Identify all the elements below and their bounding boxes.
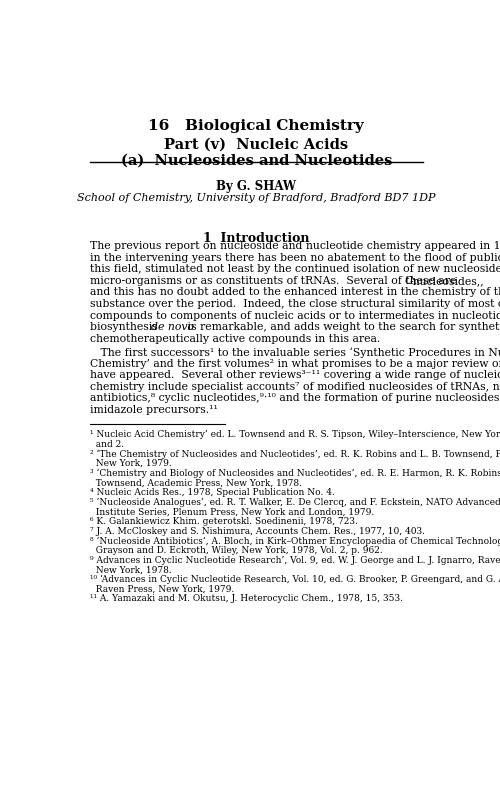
Text: ⁷ J. A. McCloskey and S. Nishimura, Accounts Chem. Res., 1977, 10, 403.: ⁷ J. A. McCloskey and S. Nishimura, Acco… xyxy=(90,526,424,535)
Text: Townsend, Academic Press, New York, 1978.: Townsend, Academic Press, New York, 1978… xyxy=(90,478,302,488)
Text: this field, stimulated not least by the continued isolation of new nucleosides f: this field, stimulated not least by the … xyxy=(90,264,500,275)
Text: and this has no doubt added to the enhanced interest in the chemistry of this ty: and this has no doubt added to the enhan… xyxy=(90,288,500,297)
Text: The previous report on nucleoside and nucleotide chemistry appeared in 1976, and: The previous report on nucleoside and nu… xyxy=(90,241,500,251)
Text: compounds to components of nucleic acids or to intermediates in nucleotide: compounds to components of nucleic acids… xyxy=(90,310,500,321)
Text: de novo: de novo xyxy=(150,322,194,332)
Text: ¹¹ A. Yamazaki and M. Okutsu, J. Heterocyclic Chem., 1978, 15, 353.: ¹¹ A. Yamazaki and M. Okutsu, J. Heteroc… xyxy=(90,595,403,603)
Text: biosynthesis: biosynthesis xyxy=(90,322,161,332)
Text: ⁸ ‘Nucleoside Antibiotics’, A. Bloch, in Kirk–Othmer Encyclopaedia of Chemical T: ⁸ ‘Nucleoside Antibiotics’, A. Bloch, in… xyxy=(90,536,500,546)
Text: (a)  Nucleosides and Nucleotides: (a) Nucleosides and Nucleotides xyxy=(120,154,392,168)
Text: ⁹ Advances in Cyclic Nucleotide Research’, Vol. 9, ed. W. J. George and L. J. Ig: ⁹ Advances in Cyclic Nucleotide Research… xyxy=(90,556,500,565)
Text: and 2.: and 2. xyxy=(90,440,124,449)
Text: chemistry include specialist accounts⁷ of modified nucleosides of tRNAs, nucleos: chemistry include specialist accounts⁷ o… xyxy=(90,382,500,391)
Text: ⁶ K. Galankiewicz Khim. geterotskl. Soedinenii, 1978, 723.: ⁶ K. Galankiewicz Khim. geterotskl. Soed… xyxy=(90,517,358,526)
Text: is remarkable, and adds weight to the search for synthetic: is remarkable, and adds weight to the se… xyxy=(184,322,500,332)
Text: Part (v)  Nucleic Acids: Part (v) Nucleic Acids xyxy=(164,138,348,151)
Text: ³ ‘Chemistry and Biology of Nucleosides and Nucleotides’, ed. R. E. Harmon, R. K: ³ ‘Chemistry and Biology of Nucleosides … xyxy=(90,469,500,478)
Text: in the intervening years there has been no abatement to the flood of publication: in the intervening years there has been … xyxy=(90,253,500,262)
Text: 1  Introduction: 1 Introduction xyxy=(203,232,310,245)
Text: Chemistry’ and the first volumes² in what promises to be a major review of the f: Chemistry’ and the first volumes² in wha… xyxy=(90,359,500,369)
Text: ⁴ Nucleic Acids Res., 1978, Special Publication No. 4.: ⁴ Nucleic Acids Res., 1978, Special Publ… xyxy=(90,488,334,497)
Text: -nucleosides,,: -nucleosides,, xyxy=(410,276,484,286)
Text: The first successors¹ to the invaluable series ‘Synthetic Procedures in Nucleic : The first successors¹ to the invaluable … xyxy=(90,347,500,358)
Text: ² ‘The Chemistry of Nucleosides and Nucleotides’, ed. R. K. Robins and L. B. Tow: ² ‘The Chemistry of Nucleosides and Nucl… xyxy=(90,450,500,458)
Text: substance over the period.  Indeed, the close structural similarity of most of t: substance over the period. Indeed, the c… xyxy=(90,299,500,309)
Text: By G. SHAW: By G. SHAW xyxy=(216,180,296,193)
Text: New York, 1979.: New York, 1979. xyxy=(90,459,172,468)
Text: imidazole precursors.¹¹: imidazole precursors.¹¹ xyxy=(90,405,218,415)
Text: chemotherapeutically active compounds in this area.: chemotherapeutically active compounds in… xyxy=(90,334,380,343)
Text: Institute Series, Plenum Press, New York and London, 1979.: Institute Series, Plenum Press, New York… xyxy=(90,507,374,516)
Text: ¹⁰ ‘Advances in Cyclic Nucleotide Research, Vol. 10, ed. G. Brooker, P. Greengar: ¹⁰ ‘Advances in Cyclic Nucleotide Resear… xyxy=(90,575,500,584)
Text: 16   Biological Chemistry: 16 Biological Chemistry xyxy=(148,119,364,133)
Text: have appeared.  Several other reviews³⁻¹¹ covering a wide range of nucleic acid: have appeared. Several other reviews³⁻¹¹… xyxy=(90,370,500,380)
Text: ¹ Nucleic Acid Chemistry’ ed. L. Townsend and R. S. Tipson, Wiley–Interscience, : ¹ Nucleic Acid Chemistry’ ed. L. Townsen… xyxy=(90,430,500,439)
Text: C: C xyxy=(404,276,413,286)
Text: Raven Press, New York, 1979.: Raven Press, New York, 1979. xyxy=(90,585,234,594)
Text: antibiotics,⁸ cyclic nucleotides,⁹·¹⁰ and the formation of purine nucleosides fr: antibiotics,⁸ cyclic nucleotides,⁹·¹⁰ an… xyxy=(90,393,500,403)
Text: New York, 1978.: New York, 1978. xyxy=(90,565,172,574)
Text: micro-organisms or as constituents of tRNAs.  Several of these are: micro-organisms or as constituents of tR… xyxy=(90,276,460,286)
Text: Grayson and D. Eckroth, Wiley, New York, 1978, Vol. 2, p. 962.: Grayson and D. Eckroth, Wiley, New York,… xyxy=(90,546,383,555)
Text: School of Chemistry, University of Bradford, Bradford BD7 1DP: School of Chemistry, University of Bradf… xyxy=(77,194,436,203)
Text: ⁵ ‘Nucleoside Analogues’, ed. R. T. Walker, E. De Clercq, and F. Eckstein, NATO : ⁵ ‘Nucleoside Analogues’, ed. R. T. Walk… xyxy=(90,497,500,507)
